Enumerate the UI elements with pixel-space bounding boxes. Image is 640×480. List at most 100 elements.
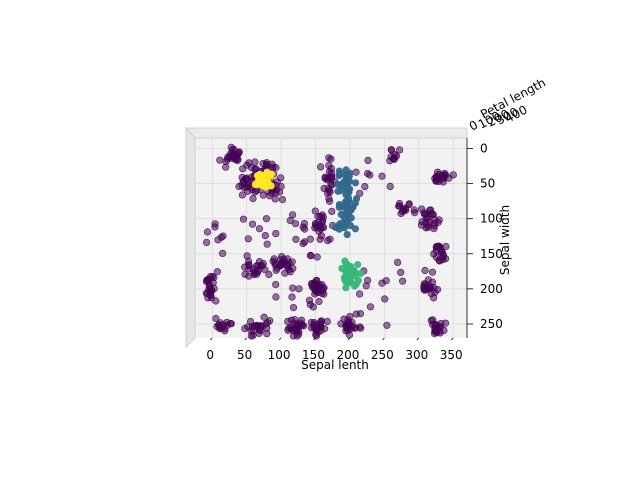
scatter-point-class_0: [212, 297, 220, 305]
scatter-point-class_0: [292, 235, 300, 243]
scatter-point-class_0: [270, 255, 278, 263]
scatter-point-class_2: [354, 277, 363, 285]
scatter-point-class_2: [354, 261, 362, 269]
y-axis-title: Sepal width: [498, 205, 512, 275]
scatter-point-class_0: [327, 155, 335, 163]
scatter-point-class_0: [217, 233, 225, 241]
x-tick-mark: [450, 337, 454, 341]
x-tick-mark: [382, 337, 385, 341]
scatter-point-class_1: [344, 194, 352, 202]
scatter-point-class_0: [259, 191, 267, 199]
scatter-point-class_0: [394, 258, 402, 267]
x-tick-mark: [244, 337, 247, 341]
scatter-point-class_0: [356, 189, 364, 197]
scatter-point-class_0: [211, 223, 219, 231]
scatter-point-class_0: [405, 200, 413, 208]
x-tick-label: 150: [302, 348, 325, 362]
scatter-point-class_0: [378, 172, 386, 180]
scatter-point-class_0: [262, 215, 271, 223]
scatter-point-class_0: [432, 253, 441, 261]
scatter-point-class_0: [426, 283, 435, 291]
scatter-point-class_0: [289, 211, 297, 219]
scatter-point-class_2: [341, 257, 349, 265]
scatter-point-class_0: [289, 304, 298, 312]
scatter-point-class_0: [272, 230, 280, 238]
scatter-point-class_2: [351, 282, 359, 290]
scatter-point-class_1: [343, 231, 351, 239]
scatter-point-class_0: [399, 277, 407, 285]
scatter-point-class_0: [245, 262, 253, 270]
x-tick-label: 50: [237, 348, 252, 362]
scatter-point-class_0: [243, 252, 251, 260]
scatter-point-class_0: [314, 219, 322, 227]
scatter-point-class_0: [243, 175, 251, 183]
x-tick-mark: [209, 337, 213, 341]
scatter-point-class_0: [434, 286, 442, 294]
scatter-point-class_0: [265, 270, 273, 279]
scatter-point-class_0: [326, 188, 334, 196]
scatter-point-class_0: [428, 268, 437, 276]
scatter-point-class_0: [272, 281, 280, 289]
scatter-point-class_3: [262, 183, 270, 191]
scatter-point-class_0: [222, 163, 230, 171]
scatter-point-class_0: [262, 160, 271, 169]
scatter-point-class_0: [224, 153, 232, 161]
scatter-point-class_0: [245, 272, 253, 280]
scatter-point-class_0: [324, 237, 332, 245]
scatter-point-class_0: [219, 249, 227, 257]
scatter-point-class_0: [317, 317, 325, 325]
scatter-point-class_0: [239, 215, 248, 223]
scatter-point-class_0: [309, 303, 317, 311]
scatter-point-class_0: [203, 228, 212, 236]
side-pane-top: [185, 127, 468, 139]
scatter-point-class_3: [267, 170, 276, 178]
scatter-point-class_0: [260, 313, 268, 321]
x-tick-label: 250: [371, 348, 394, 362]
scatter-point-class_1: [334, 187, 342, 195]
scatter-point-class_0: [263, 330, 271, 338]
scatter-point-class_0: [278, 196, 287, 204]
scatter-point-class_0: [239, 165, 247, 173]
scatter-point-class_0: [422, 210, 430, 218]
scatter-point-class_0: [273, 264, 281, 272]
scatter-point-class_0: [430, 225, 438, 233]
x-axis-ticks: 0 50 100 150 200 250 300 350: [206, 337, 463, 362]
scatter-point-class_3: [257, 175, 266, 183]
scatter-point-class_0: [352, 310, 360, 318]
scatter-point-class_0: [386, 182, 394, 190]
x-tick-label: 100: [268, 348, 291, 362]
scatter-point-class_0: [383, 321, 391, 329]
scatter-point-class_1: [344, 217, 352, 225]
scatter-point-class_0: [397, 209, 405, 218]
scatter-point-class_0: [430, 294, 438, 302]
scatter-point-class_0: [378, 279, 386, 287]
scatter-point-class_0: [247, 317, 255, 326]
scatter-point-class_2: [347, 269, 355, 277]
scatter-point-class_0: [318, 287, 326, 295]
y-tick-label: 0: [480, 142, 488, 156]
scatter-point-class_0: [328, 207, 336, 215]
scatter-point-class_0: [342, 321, 350, 329]
scatter-point-class_0: [291, 220, 300, 228]
y-tick-label: 200: [480, 282, 503, 296]
scatter-point-class_0: [229, 150, 237, 158]
scatter-point-class_0: [216, 156, 224, 164]
scatter-point-class_1: [342, 210, 350, 218]
x-tick-mark: [347, 337, 351, 341]
scatter-point-class_0: [422, 218, 430, 227]
scatter-point-class_0: [298, 321, 307, 329]
scatter-point-class_0: [364, 276, 372, 285]
x-tick-mark: [313, 337, 316, 341]
scatter-point-class_0: [356, 290, 364, 298]
scatter-point-class_1: [341, 184, 350, 192]
scatter-point-class_0: [366, 171, 374, 179]
scatter-point-class_0: [288, 293, 296, 301]
scatter-point-class_0: [381, 295, 389, 303]
scatter-point-class_0: [287, 324, 295, 332]
scatter-point-class_2: [347, 277, 355, 285]
scatter-point-class_0: [227, 320, 235, 328]
scatter-point-class_0: [285, 259, 293, 267]
scatter-point-class_0: [387, 146, 396, 154]
scatter-point-class_0: [323, 317, 331, 326]
scatter-point-class_0: [361, 183, 369, 191]
